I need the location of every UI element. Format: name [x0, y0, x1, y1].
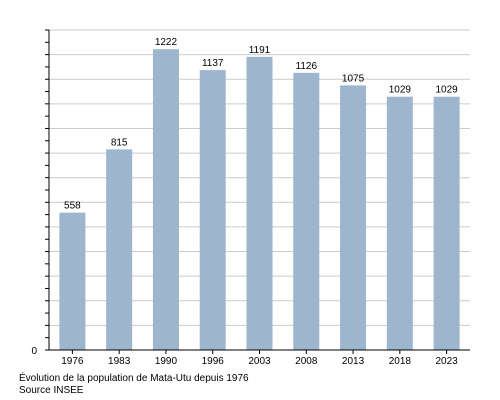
x-tick-label: 1990	[155, 356, 178, 367]
bar	[433, 96, 460, 350]
x-tick-label: 1983	[108, 356, 131, 367]
x-tick-label: 2008	[295, 356, 318, 367]
bar-value-label: 1029	[435, 85, 458, 96]
bar-value-label: 815	[111, 137, 128, 148]
chart-caption: Évolution de la population de Mata-Utu d…	[19, 373, 249, 384]
bar	[199, 70, 226, 350]
x-tick-label: 1976	[61, 356, 84, 367]
bar	[293, 72, 320, 350]
chart-source: Source INSEE	[19, 385, 84, 396]
bar	[340, 85, 367, 350]
bar	[246, 56, 273, 350]
x-tick-label: 2018	[389, 356, 412, 367]
bar-value-label: 558	[64, 201, 81, 212]
bar-value-label: 1029	[389, 85, 412, 96]
y-tick-label: 0	[31, 346, 37, 357]
bar-value-label: 1191	[249, 45, 271, 56]
x-tick-label: 1996	[202, 356, 225, 367]
bar	[386, 96, 413, 350]
bar-value-label: 1126	[296, 61, 318, 72]
population-bar-chart: 0 558 1976 815 1983 1222 1990 1137 1996 1191 2003 1…	[31, 29, 470, 367]
bar	[106, 149, 133, 350]
chart-svg: 0 558 1976 815 1983 1222 1990 1137 1996 1191 2003 1…	[31, 29, 470, 367]
x-tick-label: 2013	[342, 356, 365, 367]
bar-value-label: 1075	[342, 73, 365, 84]
x-tick-label: 2023	[435, 356, 458, 367]
x-tick-label: 2003	[248, 356, 271, 367]
bar	[59, 212, 86, 350]
bar-value-label: 1222	[155, 37, 178, 48]
bar-value-label: 1137	[202, 58, 224, 69]
bar	[152, 49, 179, 350]
